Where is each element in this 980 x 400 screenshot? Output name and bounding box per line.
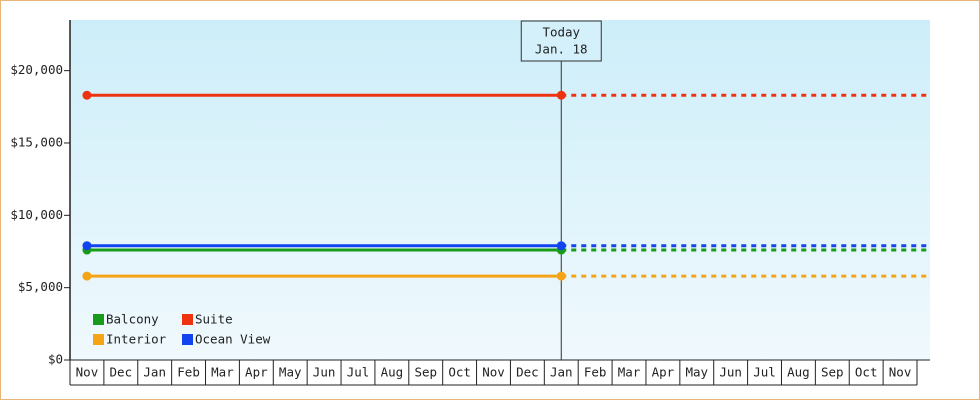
x-tick-label: Aug — [787, 365, 810, 380]
x-tick-label: Mar — [618, 365, 641, 380]
price-point — [556, 271, 566, 281]
x-tick-label: Apr — [652, 365, 675, 380]
x-tick-label: May — [685, 365, 708, 380]
price-point — [556, 241, 566, 251]
plot-area — [70, 20, 930, 360]
legend-label: Balcony — [106, 312, 159, 327]
x-tick-label: Feb — [584, 365, 607, 380]
y-tick-label: $0 — [48, 352, 63, 367]
x-tick-label: Jun — [719, 365, 742, 380]
legend-swatch — [93, 334, 104, 345]
y-tick-label: $15,000 — [10, 134, 63, 149]
legend-swatch — [182, 314, 193, 325]
x-tick-label: Sep — [821, 365, 844, 380]
x-tick-label: Nov — [889, 365, 912, 380]
x-tick-label: Nov — [482, 365, 505, 380]
x-tick-label: May — [279, 365, 302, 380]
y-tick-label: $20,000 — [10, 62, 63, 77]
legend-label: Suite — [195, 312, 233, 327]
x-tick-label: Jul — [753, 365, 776, 380]
price-point — [556, 90, 566, 100]
x-tick-label: Jul — [347, 365, 370, 380]
x-tick-label: Oct — [448, 365, 471, 380]
x-tick-label: Dec — [110, 365, 133, 380]
x-tick-label: Dec — [516, 365, 539, 380]
legend-swatch — [93, 314, 104, 325]
x-tick-label: Feb — [177, 365, 200, 380]
today-box — [520, 20, 602, 62]
x-tick-label: Sep — [414, 365, 437, 380]
today-date: Jan. 18 — [535, 42, 588, 57]
x-tick-label: Nov — [76, 365, 99, 380]
y-tick-label: $10,000 — [10, 207, 63, 222]
x-tick-label: Aug — [381, 365, 404, 380]
legend-label: Interior — [106, 332, 167, 347]
price-point — [82, 90, 92, 100]
x-tick-label: Mar — [211, 365, 234, 380]
today-label: Today — [542, 25, 580, 40]
legend-swatch — [182, 334, 193, 345]
x-tick-label: Jun — [313, 365, 336, 380]
price-point — [82, 241, 92, 251]
x-tick-label: Oct — [855, 365, 878, 380]
y-tick-label: $5,000 — [18, 279, 63, 294]
x-tick-label: Apr — [245, 365, 268, 380]
price-point — [82, 271, 92, 281]
x-tick-label: Jan — [143, 365, 166, 380]
x-tick-label: Jan — [550, 365, 573, 380]
legend-label: Ocean View — [195, 332, 271, 347]
